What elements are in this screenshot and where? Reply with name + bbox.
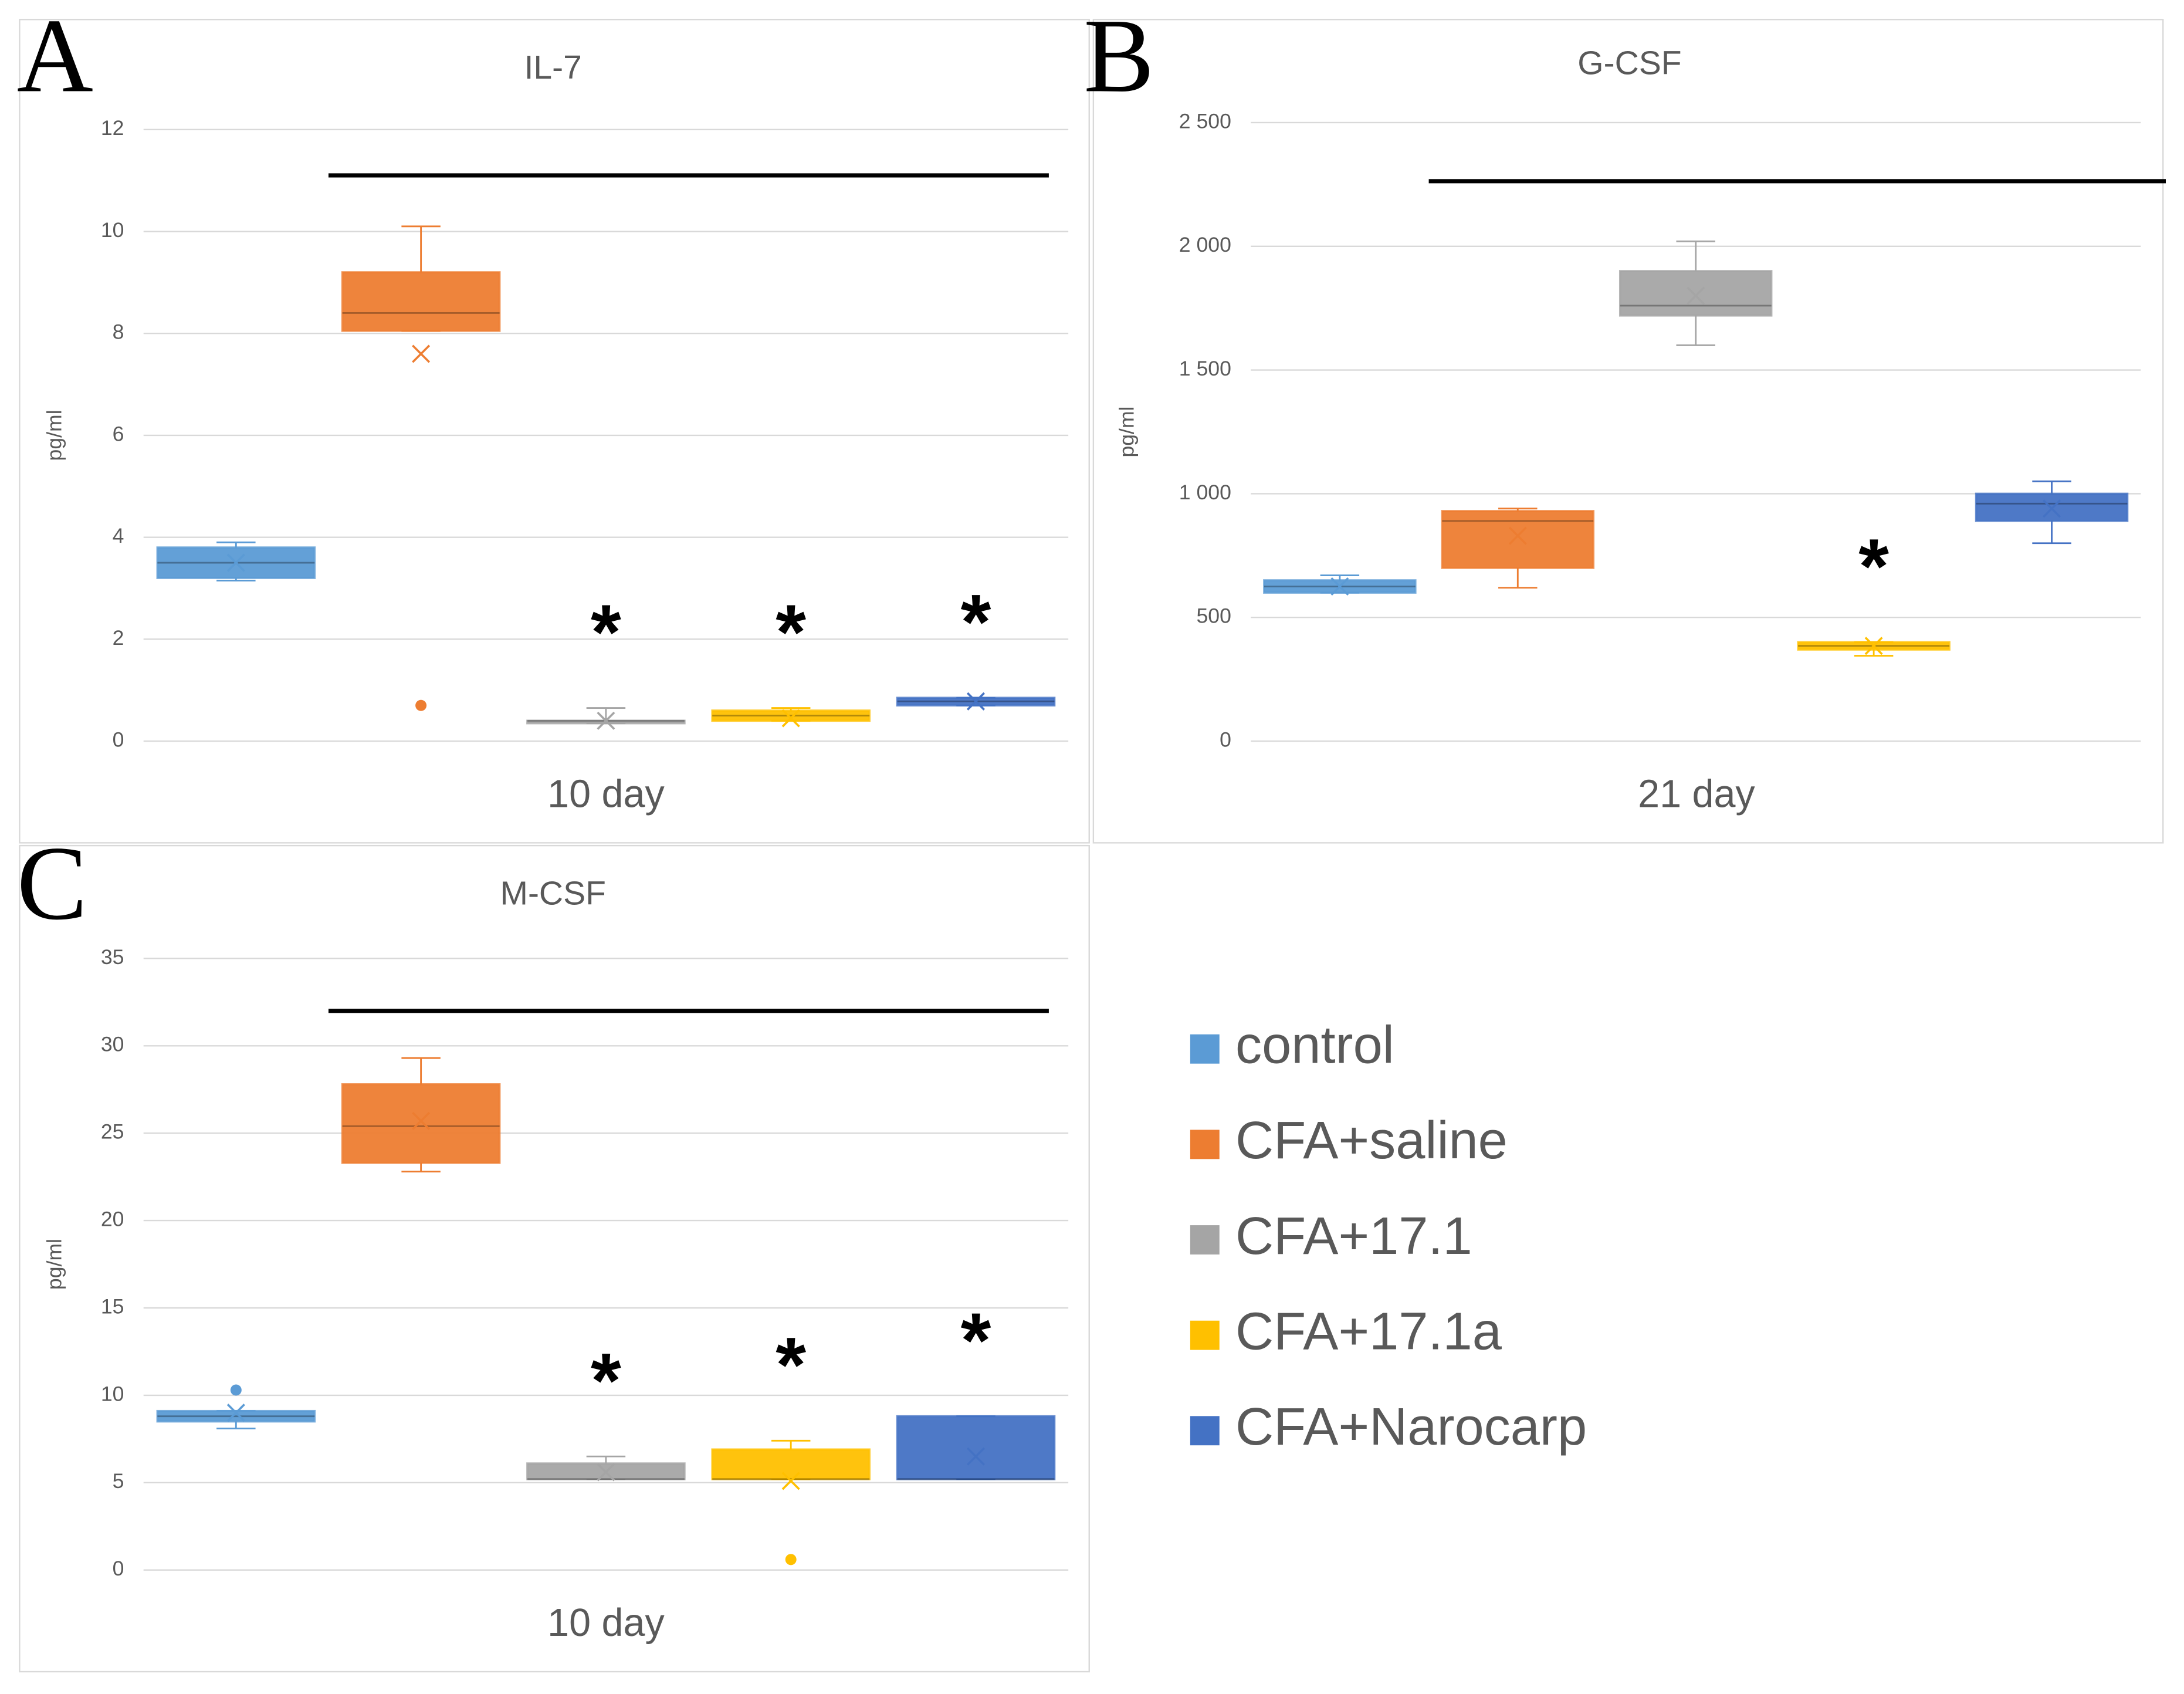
y-tick-label: 12 [101, 116, 124, 140]
mean-marker [781, 1472, 800, 1490]
mean-stroke [226, 553, 245, 572]
mean-marker [226, 1404, 245, 1422]
y-tick-label: 4 [113, 524, 124, 547]
panel-frame [1092, 19, 2164, 844]
legend-label: CFA+Narocarp [1235, 1397, 1587, 1456]
legend-swatch [1190, 1034, 1220, 1064]
chart-title: M-CSF [500, 875, 606, 912]
mean-marker [781, 709, 800, 728]
mean-marker [597, 711, 615, 730]
y-tick-label: 500 [1196, 604, 1231, 628]
y-tick-label: 6 [113, 422, 124, 445]
y-tick-label: 0 [113, 728, 124, 751]
box [156, 1409, 316, 1423]
mean-stroke [2043, 499, 2061, 518]
panel-letter: B [1083, 0, 1154, 114]
mean-stroke [412, 344, 431, 363]
y-tick-label: 25 [101, 1120, 124, 1144]
mean-marker [966, 1447, 985, 1466]
chart-title: G-CSF [1577, 45, 1681, 82]
y-tick-label: 35 [101, 945, 124, 969]
y-axis-label: pg/ml [43, 1239, 66, 1290]
mean-stroke [1330, 577, 1349, 596]
y-axis-label: pg/ml [43, 410, 66, 461]
mean-marker [1864, 637, 1883, 655]
mean-marker [1687, 286, 1705, 305]
legend-swatch [1190, 1320, 1220, 1350]
legend-label: CFA+saline [1235, 1111, 1508, 1170]
box [1618, 270, 1773, 317]
mean-stroke [966, 692, 985, 711]
box [341, 271, 501, 332]
legend-label: CFA+17.1a [1235, 1301, 1502, 1361]
significance-mark: * [1858, 523, 1889, 610]
y-tick-label: 10 [101, 218, 124, 242]
box [1441, 510, 1595, 569]
panel-frame [19, 19, 1090, 844]
y-tick-label: 0 [1220, 728, 1231, 751]
mean-marker [412, 344, 431, 363]
outlier [230, 1384, 242, 1396]
legend-swatch [1190, 1225, 1220, 1255]
x-axis-label: 10 day [547, 773, 665, 816]
outlier [785, 1554, 797, 1565]
legend-swatch [1190, 1416, 1220, 1446]
mean-marker [412, 1111, 431, 1130]
chart-title: IL-7 [524, 49, 582, 86]
mean-stroke [226, 1404, 245, 1422]
y-axis-label: pg/ml [1115, 406, 1139, 457]
y-tick-label: 1 000 [1179, 481, 1231, 504]
y-tick-label: 10 [101, 1382, 124, 1405]
y-tick-label: 20 [101, 1208, 124, 1231]
y-tick-label: 30 [101, 1033, 124, 1056]
x-axis-label: 10 day [547, 1601, 665, 1645]
mean-marker [1330, 577, 1349, 596]
box [711, 709, 871, 722]
y-tick-label: 15 [101, 1294, 124, 1318]
box [341, 1083, 501, 1164]
significance-mark: * [961, 1297, 991, 1384]
y-tick-label: 2 [113, 626, 124, 650]
mean-stroke [1687, 286, 1705, 305]
y-tick-label: 8 [113, 320, 124, 344]
panel-letter: C [17, 825, 87, 942]
legend-swatch [1190, 1130, 1220, 1159]
panel-letter: A [17, 0, 93, 114]
mean-marker [1508, 526, 1527, 545]
mean-marker [226, 553, 245, 572]
outlier [415, 699, 427, 711]
box [896, 1415, 1056, 1480]
panel-frame [19, 844, 1090, 1673]
legend-label: CFA+17.1 [1235, 1206, 1472, 1266]
y-tick-label: 2 500 [1179, 109, 1231, 133]
y-tick-label: 2 000 [1179, 233, 1231, 256]
y-tick-label: 0 [113, 1557, 124, 1580]
x-axis-label: 21 day [1638, 773, 1755, 816]
mean-marker [597, 1463, 615, 1482]
mean-stroke [1864, 637, 1883, 655]
y-tick-label: 5 [113, 1469, 124, 1493]
mean-stroke [781, 709, 800, 728]
mean-stroke [597, 711, 615, 730]
mean-marker [2043, 499, 2061, 518]
mean-stroke [781, 1472, 800, 1490]
mean-stroke [966, 1447, 985, 1466]
mean-stroke [412, 1111, 431, 1130]
mean-stroke [1508, 526, 1527, 545]
legend-label: control [1235, 1016, 1394, 1075]
significance-mark: * [591, 1338, 621, 1425]
significance-mark: * [961, 579, 991, 666]
significance-mark: * [591, 589, 621, 676]
mean-marker [966, 692, 985, 711]
y-tick-label: 1 500 [1179, 357, 1231, 380]
mean-stroke [597, 1463, 615, 1482]
significance-mark: * [776, 589, 806, 676]
box [711, 1448, 871, 1480]
significance-mark: * [776, 1322, 806, 1409]
